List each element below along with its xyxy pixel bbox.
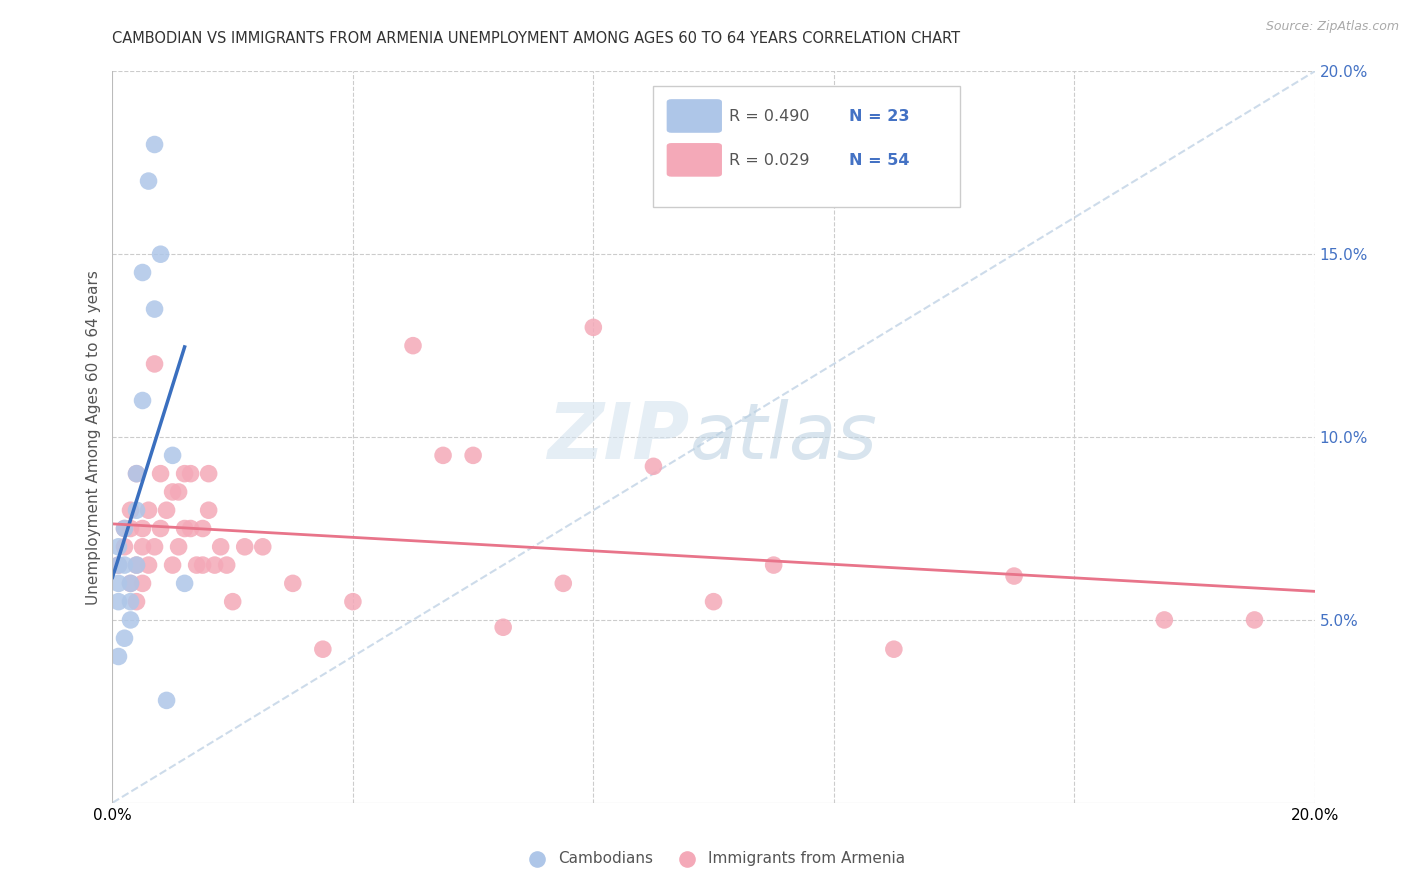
- Point: [173, 576, 195, 591]
- Point: [204, 558, 226, 573]
- Text: ZIP: ZIP: [547, 399, 689, 475]
- Point: [180, 467, 202, 481]
- Point: [120, 521, 142, 535]
- Point: [149, 467, 172, 481]
- Point: [120, 613, 142, 627]
- Point: [1153, 613, 1175, 627]
- Point: [173, 467, 195, 481]
- Point: [1002, 569, 1025, 583]
- FancyBboxPatch shape: [666, 99, 721, 133]
- Point: [582, 320, 605, 334]
- Point: [114, 521, 136, 535]
- Point: [149, 247, 172, 261]
- Point: [432, 449, 454, 463]
- Text: N = 23: N = 23: [849, 109, 910, 124]
- Point: [553, 576, 575, 591]
- Text: CAMBODIAN VS IMMIGRANTS FROM ARMENIA UNEMPLOYMENT AMONG AGES 60 TO 64 YEARS CORR: CAMBODIAN VS IMMIGRANTS FROM ARMENIA UNE…: [112, 31, 960, 46]
- Point: [762, 558, 785, 573]
- Point: [120, 576, 142, 591]
- Point: [312, 642, 335, 657]
- Point: [107, 576, 129, 591]
- Point: [120, 576, 142, 591]
- Point: [155, 693, 177, 707]
- Point: [162, 449, 184, 463]
- Point: [138, 174, 160, 188]
- Point: [120, 503, 142, 517]
- Point: [702, 594, 725, 608]
- FancyBboxPatch shape: [654, 86, 960, 207]
- Point: [233, 540, 256, 554]
- Point: [125, 467, 148, 481]
- Y-axis label: Unemployment Among Ages 60 to 64 years: Unemployment Among Ages 60 to 64 years: [86, 269, 101, 605]
- Point: [162, 558, 184, 573]
- Point: [138, 503, 160, 517]
- Point: [197, 503, 219, 517]
- Text: Source: ZipAtlas.com: Source: ZipAtlas.com: [1265, 20, 1399, 33]
- Point: [197, 467, 219, 481]
- Point: [1243, 613, 1265, 627]
- Point: [125, 503, 148, 517]
- Point: [492, 620, 515, 634]
- Point: [107, 558, 129, 573]
- Point: [883, 642, 905, 657]
- Point: [215, 558, 238, 573]
- Point: [191, 521, 214, 535]
- Point: [131, 540, 153, 554]
- Text: R = 0.029: R = 0.029: [730, 153, 810, 168]
- Point: [173, 521, 195, 535]
- Point: [143, 357, 166, 371]
- Text: N = 54: N = 54: [849, 153, 910, 168]
- Point: [402, 338, 425, 352]
- Point: [114, 521, 136, 535]
- Point: [167, 485, 190, 500]
- Point: [107, 558, 129, 573]
- Text: R = 0.490: R = 0.490: [730, 109, 810, 124]
- Point: [114, 558, 136, 573]
- Point: [186, 558, 208, 573]
- Point: [131, 576, 153, 591]
- Point: [162, 485, 184, 500]
- Text: atlas: atlas: [689, 399, 877, 475]
- Point: [222, 594, 245, 608]
- Point: [252, 540, 274, 554]
- Point: [643, 459, 665, 474]
- Point: [167, 540, 190, 554]
- Point: [461, 449, 484, 463]
- Point: [143, 540, 166, 554]
- Point: [131, 521, 153, 535]
- Point: [107, 540, 129, 554]
- Point: [125, 594, 148, 608]
- Point: [125, 558, 148, 573]
- Point: [209, 540, 232, 554]
- FancyBboxPatch shape: [666, 143, 721, 177]
- Point: [114, 632, 136, 646]
- Point: [180, 521, 202, 535]
- Point: [138, 558, 160, 573]
- Point: [143, 301, 166, 317]
- Legend: Cambodians, Immigrants from Armenia: Cambodians, Immigrants from Armenia: [516, 845, 911, 872]
- Point: [125, 558, 148, 573]
- Point: [131, 266, 153, 280]
- Point: [281, 576, 304, 591]
- Point: [114, 540, 136, 554]
- Point: [120, 594, 142, 608]
- Point: [143, 137, 166, 152]
- Point: [191, 558, 214, 573]
- Point: [107, 649, 129, 664]
- Point: [131, 393, 153, 408]
- Point: [342, 594, 364, 608]
- Point: [155, 503, 177, 517]
- Point: [125, 467, 148, 481]
- Point: [149, 521, 172, 535]
- Point: [107, 594, 129, 608]
